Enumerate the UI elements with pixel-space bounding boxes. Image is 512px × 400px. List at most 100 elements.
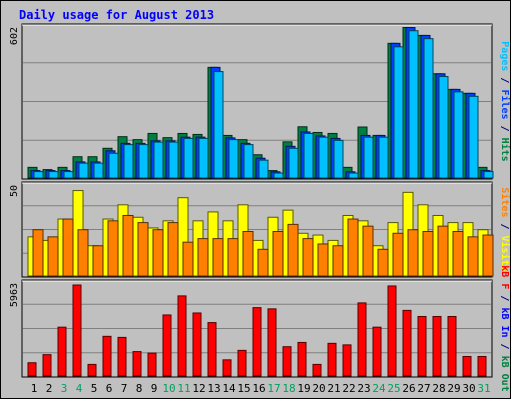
x-tick-label: 13 — [207, 382, 220, 395]
panel-kbytes: 5963 kB F / kB In / kB Out — [9, 265, 510, 391]
visits-bar-sites — [377, 248, 389, 277]
kbytes-bar-kb-f — [87, 363, 97, 377]
hits-bar-pages — [333, 139, 344, 179]
kbytes-bar-kb-f — [132, 351, 142, 377]
visits-legend-entry: / — [499, 217, 510, 235]
x-tick-label: 3 — [61, 382, 68, 395]
visits-bar-sites — [122, 214, 134, 277]
hits-bar-pages — [198, 137, 209, 179]
x-tick-label: 6 — [106, 382, 113, 395]
hits-bar-pages — [228, 139, 239, 179]
hits-bar-pages — [453, 91, 464, 179]
x-tick-label: 27 — [417, 382, 430, 395]
hits-bar-pages — [378, 136, 389, 179]
kbytes-max-label: 5963 — [9, 283, 20, 307]
kbytes-bar-kb-f — [72, 284, 82, 377]
kbytes-bar-kb-f — [267, 308, 277, 377]
kbytes-bar-kb-f — [357, 302, 367, 377]
x-tick-label: 19 — [297, 382, 310, 395]
x-tick-label: 9 — [151, 382, 158, 395]
visits-bar-sites — [197, 238, 209, 277]
x-tick-label: 18 — [282, 382, 295, 395]
x-tick-label: 1 — [31, 382, 38, 395]
hits-bar-pages — [393, 46, 404, 179]
kbytes-bar-kb-f — [57, 326, 67, 377]
visits-bar-sites — [392, 232, 404, 277]
hits-bar-pages — [48, 171, 59, 179]
visits-legend: Sites / Visits — [499, 187, 511, 271]
visits-legend-entry: Visits — [499, 236, 511, 272]
kbytes-bar-kb-f — [222, 359, 232, 377]
hits-bar-pages — [33, 171, 44, 179]
kbytes-bar-kb-f — [342, 344, 352, 377]
panel-visits: 50 Sites / Visits — [9, 181, 511, 278]
kbytes-bar-kb-f — [327, 342, 337, 377]
kbytes-bar-kb-f — [282, 346, 292, 377]
kbytes-legend-entry: kB Out — [499, 356, 510, 392]
hits-bar-pages — [108, 152, 119, 179]
visits-bar-sites — [362, 225, 374, 277]
kbytes-bar-kb-f — [117, 336, 127, 377]
x-tick-label: 15 — [237, 382, 250, 395]
kbytes-bar-kb-f — [432, 315, 442, 377]
visits-bar-sites — [332, 245, 344, 277]
x-tick-label: 5 — [91, 382, 98, 395]
hits-legend-entry: Files — [499, 89, 511, 119]
hits-bar-pages — [348, 172, 359, 179]
visits-bar-sites — [272, 231, 284, 277]
x-tick-label: 21 — [327, 382, 340, 395]
visits-bar-sites — [62, 218, 74, 277]
visits-bar-sites — [347, 218, 359, 277]
visits-series-sites — [32, 214, 494, 277]
kbytes-bar-kb-f — [372, 326, 382, 377]
hits-bar-pages — [258, 159, 269, 179]
hits-bar-pages — [138, 144, 149, 179]
hits-max-label: 602 — [9, 27, 20, 45]
x-tick-label: 17 — [267, 382, 280, 395]
kbytes-bar-kb-f — [462, 355, 472, 377]
x-tick-label: 12 — [192, 382, 205, 395]
visits-bar-sites — [452, 231, 464, 277]
hits-bar-pages — [423, 38, 434, 179]
hits-bar-pages — [153, 141, 164, 179]
hits-bar-pages — [243, 144, 254, 179]
chart-title: Daily usage for August 2013 — [19, 8, 214, 22]
x-tick-label: 16 — [252, 382, 265, 395]
x-tick-label: 31 — [477, 382, 490, 395]
x-tick-label: 28 — [432, 382, 445, 395]
x-tick-label: 23 — [357, 382, 370, 395]
x-tick-label: 10 — [162, 382, 175, 395]
kbytes-bar-kb-f — [102, 335, 112, 377]
visits-bar-sites — [482, 234, 494, 277]
x-tick-label: 24 — [372, 382, 386, 395]
kbytes-bar-kb-f — [147, 352, 157, 377]
hits-bar-pages — [273, 172, 284, 179]
hits-bar-pages — [123, 144, 134, 179]
kbytes-bar-kb-f — [417, 315, 427, 377]
visits-legend-entry: Sites — [499, 187, 511, 217]
visits-bar-sites — [167, 222, 179, 277]
visits-bar-sites — [317, 243, 329, 277]
x-tick-label: 14 — [222, 382, 236, 395]
kbytes-bar-kb-f — [402, 309, 412, 377]
visits-bar-sites — [152, 229, 164, 277]
kbytes-bar-kb-f — [297, 341, 307, 377]
kbytes-bar-kb-f — [447, 315, 457, 377]
visits-bar-sites — [422, 231, 434, 277]
hits-legend: Pages / Files / Hits — [499, 41, 511, 161]
kbytes-series-kb-f — [27, 284, 487, 377]
x-tick-label: 4 — [76, 382, 83, 395]
hits-bar-pages — [288, 147, 299, 179]
kbytes-legend: kB F / kB In / kB Out — [499, 265, 510, 391]
kbytes-bar-kb-f — [177, 295, 187, 377]
hits-bar-pages — [63, 171, 74, 179]
visits-bar-sites — [77, 229, 89, 277]
hits-bar-pages — [363, 136, 374, 179]
kbytes-bar-kb-f — [192, 312, 202, 377]
kbytes-bar-kb-f — [252, 307, 262, 377]
visits-bar-sites — [227, 238, 239, 277]
x-tick-label: 8 — [136, 382, 143, 395]
visits-bar-sites — [287, 223, 299, 277]
kbytes-bar-kb-f — [312, 363, 322, 377]
